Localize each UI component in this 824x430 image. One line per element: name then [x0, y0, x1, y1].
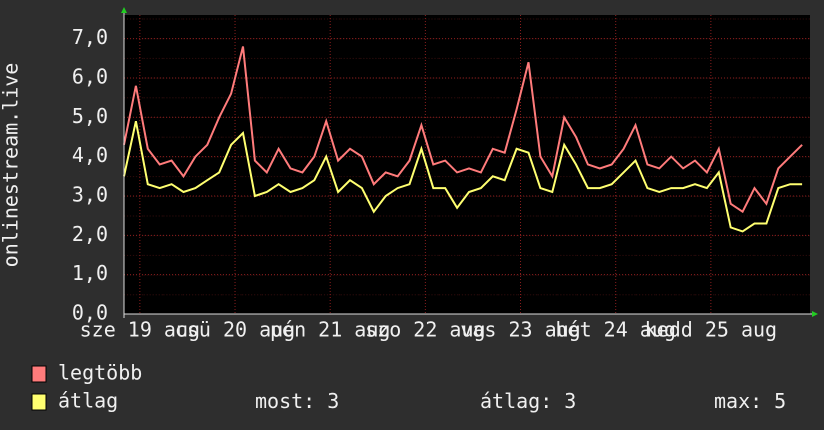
y-tick-label: 5,0 — [72, 104, 108, 128]
x-tick-label: sze 19 aug — [80, 318, 200, 342]
stat-value: 5 — [774, 389, 786, 413]
legend-swatch — [31, 365, 47, 383]
series-line — [123, 120, 803, 233]
y-tick-label: 7,0 — [72, 25, 108, 49]
x-tick-label: csü 20 aug — [175, 318, 295, 342]
series-line — [123, 46, 803, 214]
x-tick-label: hét 24 aug — [555, 318, 675, 342]
stat-label: max: — [714, 389, 762, 413]
x-tick-label: pén 21 aug — [270, 318, 390, 342]
y-tick-label: 6,0 — [72, 64, 108, 88]
stat: max: 5 — [714, 389, 786, 413]
stat: most: 3 — [255, 389, 339, 413]
stat: átlag: 3 — [480, 389, 576, 413]
y-tick-label: 4,0 — [72, 143, 108, 167]
x-arrow — [812, 311, 818, 317]
y-tick-label: 1,0 — [72, 261, 108, 285]
x-tick-label: szo 22 aug — [365, 318, 485, 342]
chart-layer — [123, 15, 810, 315]
x-tick-label: kedd 25 aug — [645, 318, 777, 342]
stat-value: 3 — [327, 389, 339, 413]
legend-label: legtöbb — [58, 361, 142, 385]
y-axis-label: onlinestream.live — [0, 63, 23, 268]
stat-label: most: — [255, 389, 315, 413]
stat-value: 3 — [564, 389, 576, 413]
legend-swatch — [31, 393, 47, 411]
legend-label: átlag — [58, 389, 118, 413]
y-arrow — [121, 7, 127, 13]
x-tick-label: vas 23 aug — [460, 318, 580, 342]
y-tick-label: 3,0 — [72, 182, 108, 206]
stat-label: átlag: — [480, 389, 552, 413]
y-tick-label: 0,0 — [72, 301, 108, 325]
minor-grid — [124, 15, 810, 314]
y-tick-label: 2,0 — [72, 222, 108, 246]
